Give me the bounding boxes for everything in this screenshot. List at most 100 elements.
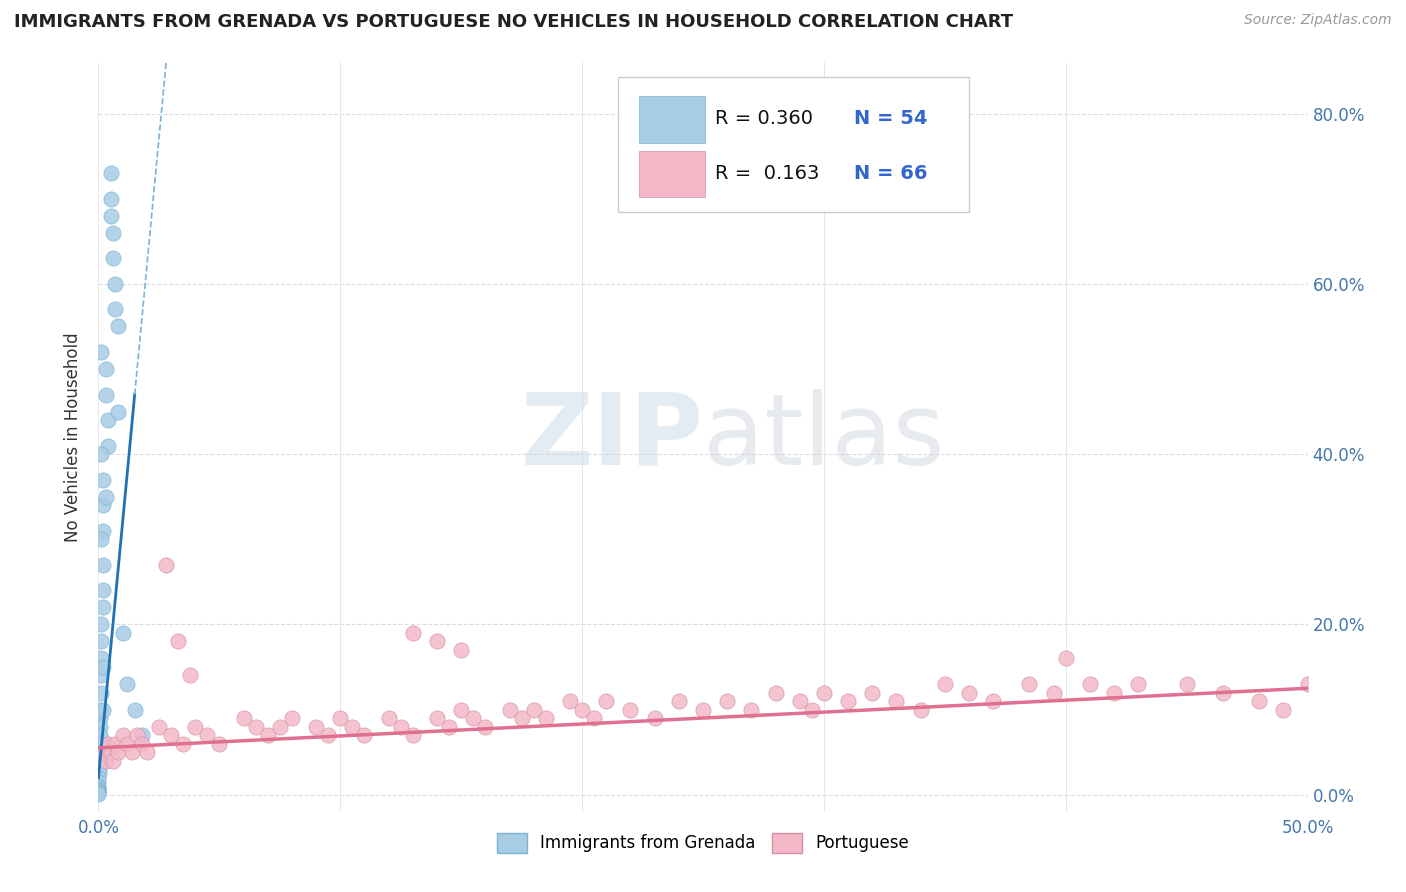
Point bbox=[981, 694, 1004, 708]
Point bbox=[245, 720, 267, 734]
Point bbox=[91, 745, 114, 759]
Point bbox=[100, 192, 122, 206]
Point bbox=[90, 345, 112, 359]
Point bbox=[90, 617, 112, 632]
Point bbox=[184, 720, 207, 734]
Point bbox=[619, 702, 641, 716]
Point bbox=[87, 782, 110, 797]
Point bbox=[1018, 677, 1040, 691]
Point bbox=[353, 728, 375, 742]
Point bbox=[910, 702, 932, 716]
Point bbox=[1212, 685, 1234, 699]
Point bbox=[498, 702, 520, 716]
Point bbox=[91, 702, 114, 716]
Point bbox=[91, 473, 114, 487]
Point bbox=[97, 439, 120, 453]
Point bbox=[104, 737, 127, 751]
Point bbox=[583, 711, 606, 725]
Point bbox=[89, 711, 111, 725]
Point bbox=[329, 711, 352, 725]
Point bbox=[1042, 685, 1064, 699]
Point bbox=[281, 711, 304, 725]
Point bbox=[1102, 685, 1125, 699]
Point bbox=[91, 558, 114, 572]
Point bbox=[716, 694, 738, 708]
Point bbox=[111, 626, 134, 640]
Point bbox=[740, 702, 762, 716]
Point bbox=[87, 784, 110, 798]
Point bbox=[426, 711, 449, 725]
Point bbox=[91, 600, 114, 615]
Point bbox=[450, 702, 472, 716]
Point bbox=[1078, 677, 1101, 691]
Point bbox=[100, 209, 122, 223]
Point bbox=[269, 720, 291, 734]
Point bbox=[571, 702, 593, 716]
Point bbox=[94, 490, 117, 504]
Point bbox=[256, 728, 278, 742]
Point bbox=[155, 558, 177, 572]
Text: N = 66: N = 66 bbox=[855, 164, 928, 183]
Point bbox=[87, 779, 110, 793]
Point bbox=[91, 660, 114, 674]
Point bbox=[1249, 694, 1271, 708]
Point bbox=[148, 720, 170, 734]
Point bbox=[89, 728, 111, 742]
Point bbox=[124, 702, 146, 716]
Point bbox=[1296, 677, 1319, 691]
Point bbox=[789, 694, 811, 708]
Point bbox=[800, 702, 823, 716]
Point bbox=[765, 685, 787, 699]
Text: N = 54: N = 54 bbox=[855, 109, 928, 128]
Point bbox=[426, 634, 449, 648]
Point bbox=[402, 626, 425, 640]
Point bbox=[813, 685, 835, 699]
Point bbox=[135, 745, 157, 759]
Point bbox=[837, 694, 859, 708]
Point bbox=[957, 685, 980, 699]
Point bbox=[208, 737, 231, 751]
Point bbox=[195, 728, 218, 742]
Point bbox=[90, 447, 112, 461]
Point bbox=[127, 728, 149, 742]
Point bbox=[94, 387, 117, 401]
Point bbox=[934, 677, 956, 691]
Text: atlas: atlas bbox=[703, 389, 945, 485]
Point bbox=[89, 758, 111, 772]
Point bbox=[87, 766, 110, 780]
Point bbox=[117, 737, 139, 751]
Text: R = 0.360: R = 0.360 bbox=[716, 109, 813, 128]
Point bbox=[437, 720, 460, 734]
Point bbox=[107, 745, 129, 759]
Point bbox=[90, 634, 112, 648]
Point bbox=[91, 583, 114, 598]
Point bbox=[87, 783, 110, 797]
Point bbox=[87, 771, 110, 785]
Point bbox=[90, 651, 112, 665]
Point bbox=[463, 711, 485, 725]
FancyBboxPatch shape bbox=[638, 96, 706, 143]
Text: R =  0.163: R = 0.163 bbox=[716, 164, 820, 183]
Point bbox=[1175, 677, 1198, 691]
Point bbox=[131, 728, 153, 742]
Point bbox=[510, 711, 533, 725]
Point bbox=[101, 226, 124, 240]
Point bbox=[131, 737, 153, 751]
Point bbox=[97, 413, 120, 427]
Point bbox=[87, 785, 110, 799]
Point bbox=[523, 702, 546, 716]
Point bbox=[668, 694, 690, 708]
Point bbox=[316, 728, 339, 742]
Point bbox=[111, 728, 134, 742]
Point bbox=[595, 694, 617, 708]
Point bbox=[1128, 677, 1150, 691]
Point bbox=[160, 728, 183, 742]
Point bbox=[117, 677, 139, 691]
Point bbox=[377, 711, 399, 725]
Point bbox=[232, 711, 254, 725]
Point bbox=[107, 319, 129, 334]
Y-axis label: No Vehicles in Household: No Vehicles in Household bbox=[65, 332, 83, 542]
Text: ZIP: ZIP bbox=[520, 389, 703, 485]
Point bbox=[100, 166, 122, 180]
Point bbox=[305, 720, 328, 734]
